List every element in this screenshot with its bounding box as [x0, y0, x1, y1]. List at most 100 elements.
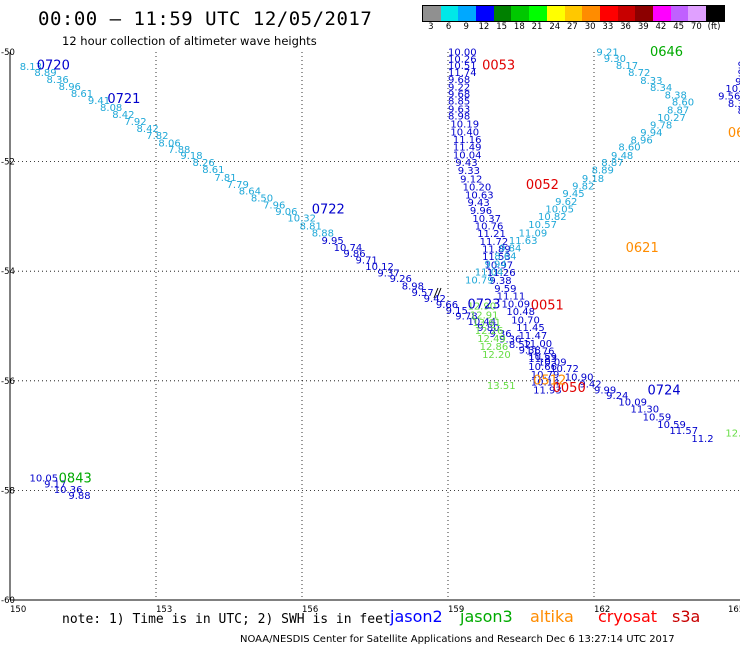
swh-value-label: 10.79 — [531, 370, 560, 381]
swh-value-label: 9.96 — [470, 206, 492, 217]
swh-value-label: 9.56 — [718, 92, 740, 103]
swh-value-label: 8.42 — [112, 110, 134, 121]
swh-value-label: 9.21 — [596, 47, 618, 58]
swh-value-label: 13.61 — [472, 318, 501, 329]
swh-value-label: 8.64 — [494, 252, 516, 263]
map-mark — [433, 287, 442, 299]
swh-value-label: 10.27 — [657, 113, 686, 124]
swh-value-label: 9.42 — [424, 294, 446, 305]
swh-value-label: 9.82 — [572, 182, 594, 193]
swh-value-label: 10.26 — [448, 54, 477, 65]
swh-value-label: 10.70 — [511, 315, 540, 326]
swh-value-label: 8.17 — [616, 61, 638, 72]
legend-swatch — [635, 6, 653, 21]
swh-value-label: 10.59 — [643, 412, 672, 423]
swh-value-label: 7.82 — [146, 131, 168, 142]
swh-value-label: 9.36 — [489, 329, 511, 340]
swh-value-label: 10.90 — [565, 372, 594, 383]
swh-value-label: 8.34 — [650, 83, 672, 94]
x-tick-label: 159 — [448, 605, 464, 615]
swh-value-label: 10.00 — [448, 47, 477, 58]
swh-value-label: 9.2 — [738, 60, 740, 71]
swh-value-label: 9.18 — [180, 151, 202, 162]
legend-label: 18 — [513, 22, 525, 32]
swh-value-label: 9.36 — [499, 334, 521, 345]
swh-value-label: 11.72 — [480, 237, 509, 248]
x-tick-label: 153 — [156, 605, 172, 615]
swh-value-label: 11.16 — [453, 135, 482, 146]
swh-value-label: 9.86 — [738, 69, 740, 80]
swh-value-label: 10.44 — [467, 317, 496, 328]
swh-value-label: 8.33 — [640, 76, 662, 87]
swh-value-label: 8.39 — [728, 99, 740, 110]
legend-label: 27 — [567, 22, 578, 32]
swh-value-label: 10.59 — [528, 352, 557, 363]
swh-value-label: 10.19 — [450, 120, 479, 131]
swh-value-label: 11.57 — [669, 426, 698, 437]
swh-value-label: 9.12 — [460, 174, 482, 185]
y-tick-label: -56 — [1, 377, 15, 387]
swh-value-label: 12.49 — [477, 334, 506, 345]
swh-value-label: 10.20 — [463, 183, 492, 194]
swh-value-label: 8.61 — [71, 89, 93, 100]
swh-value-label: 7.81 — [214, 173, 236, 184]
swh-value-label: 8.60 — [618, 143, 640, 154]
swh-value-label: 10.32 — [287, 213, 316, 224]
swh-value-label: 9.99 — [594, 385, 616, 396]
satellite-altika-label: altika — [530, 607, 574, 626]
swh-value-label: 11.09 — [519, 229, 548, 240]
swh-value-label: 8.36 — [47, 75, 69, 86]
swh-value-label: 10.74 — [334, 243, 363, 254]
swh-value-label: 12.90 — [467, 302, 496, 313]
swh-value-label: 11.76 — [526, 346, 555, 357]
swh-value-label: 9.17 — [44, 480, 66, 491]
legend-label: 42 — [655, 22, 667, 32]
swh-value-label: 11.21 — [477, 229, 506, 240]
swh-value-label: 11.26 — [487, 268, 516, 279]
swh-value-label: 11.93 — [533, 385, 562, 396]
y-tick-label: -54 — [1, 267, 15, 277]
swh-value-label: 11.11 — [497, 292, 526, 303]
legend-swatch — [652, 6, 671, 21]
swh-value-label: 9.22 — [448, 82, 470, 93]
swh-value-label: 9.59 — [494, 284, 516, 295]
legend-label: 70 — [690, 22, 702, 32]
swh-value-label: 9.38 — [489, 276, 511, 287]
swh-value-label: 10.05 — [545, 205, 574, 216]
pass-time-label: 0843 — [59, 472, 92, 487]
swh-value-label: 8.96 — [59, 82, 81, 93]
swh-value-label: 8.81 — [300, 222, 322, 233]
x-tick-label: 165 — [728, 605, 740, 615]
legend-swatch — [670, 6, 689, 21]
swh-value-label: 8.87 — [601, 158, 623, 169]
swh-value-label: 11.53 — [482, 252, 511, 263]
legend-swatch — [564, 6, 583, 21]
pass-time-label: 0724 — [648, 384, 681, 399]
x-tick-label: 162 — [594, 605, 610, 615]
swh-value-label: 11.89 — [482, 245, 511, 256]
swh-value-label: 8.88 — [312, 229, 334, 240]
swh-value-label: 13.51 — [487, 381, 516, 392]
swh-value-label: 11.04 — [475, 268, 504, 279]
legend-label: 15 — [496, 22, 508, 32]
swh-value-label: 9.24 — [606, 391, 628, 402]
swh-value-label: 8.38 — [665, 91, 687, 102]
swh-value-label: 9.94 — [640, 128, 662, 139]
swh-value-label: 10.79 — [465, 275, 494, 286]
legend-label: 12 — [478, 22, 490, 32]
swh-value-label: 10.14 — [531, 378, 560, 389]
legend-swatch — [582, 6, 600, 21]
y-tick-label: -60 — [1, 596, 15, 606]
swh-value-label: 8.64 — [239, 186, 261, 197]
swh-value-label: 12.05 — [725, 429, 740, 440]
y-tick-label: -58 — [1, 486, 15, 496]
swh-value-label: 9.06 — [275, 207, 297, 218]
x-tick-label: 156 — [302, 605, 318, 615]
swh-value-label: 10.66 — [528, 362, 557, 373]
swh-value-label: 10.36 — [54, 485, 83, 496]
legend-swatch — [688, 6, 706, 21]
swh-value-label: 9.37 — [377, 269, 399, 280]
satellite-cryosat-label: cryosat — [598, 607, 658, 626]
swh-value-label: 9.43 — [455, 158, 477, 169]
